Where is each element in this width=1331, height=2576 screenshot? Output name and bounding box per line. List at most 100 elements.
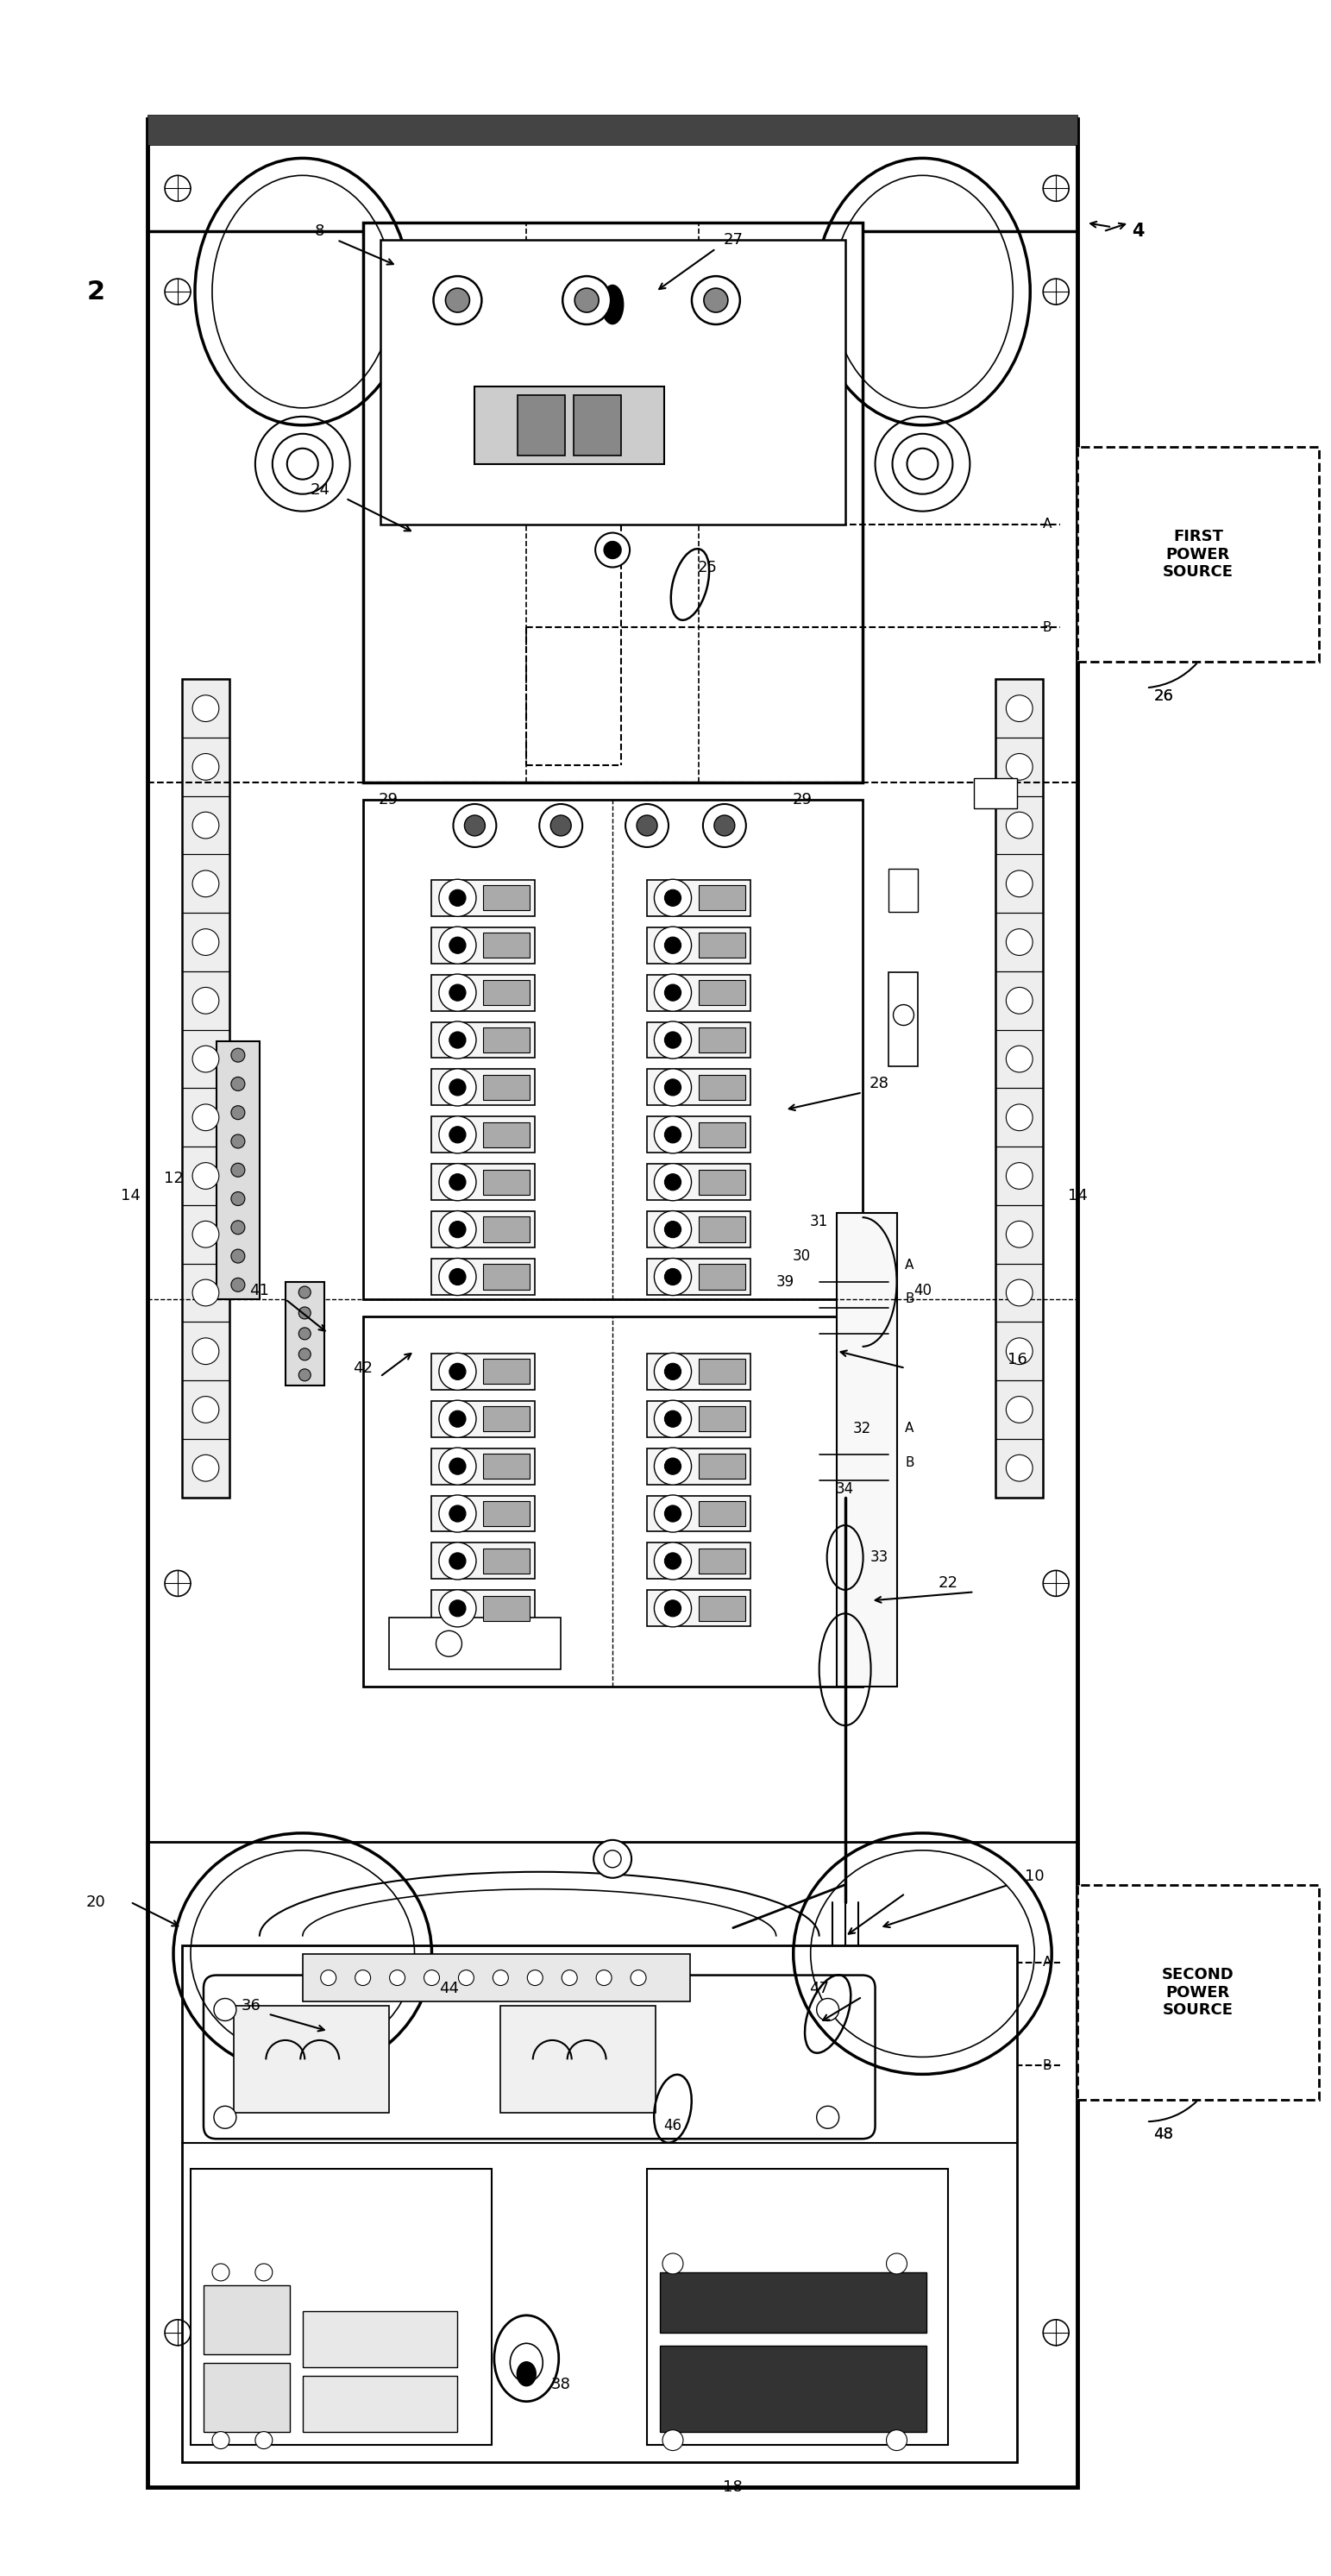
Bar	[483, 1216, 530, 1242]
Bar	[431, 1211, 535, 1247]
Circle shape	[193, 1396, 220, 1422]
Bar	[660, 2272, 926, 2331]
Text: 29: 29	[792, 791, 812, 806]
Circle shape	[655, 1069, 691, 1105]
Circle shape	[664, 1600, 681, 1618]
Bar	[996, 1262, 1044, 1321]
Text: 14: 14	[1067, 1188, 1087, 1203]
Bar	[431, 1589, 535, 1625]
Bar	[182, 1321, 229, 1381]
Circle shape	[439, 974, 476, 1012]
Circle shape	[551, 814, 571, 835]
Bar	[302, 2311, 458, 2367]
Text: 12: 12	[164, 1172, 184, 1188]
Circle shape	[664, 1363, 681, 1381]
Bar	[431, 1069, 535, 1105]
Circle shape	[664, 984, 681, 1002]
Circle shape	[437, 1631, 462, 1656]
Circle shape	[1006, 987, 1033, 1015]
Bar	[363, 799, 862, 1298]
Circle shape	[655, 1589, 691, 1628]
Circle shape	[604, 1850, 622, 1868]
Bar	[647, 1023, 751, 1059]
Bar	[182, 1381, 229, 1440]
Circle shape	[193, 696, 220, 721]
Bar	[190, 2169, 492, 2445]
Circle shape	[355, 1971, 370, 1986]
Circle shape	[664, 889, 681, 907]
Circle shape	[604, 541, 622, 559]
Circle shape	[439, 1448, 476, 1484]
Circle shape	[450, 1079, 466, 1095]
Circle shape	[655, 1211, 691, 1247]
Bar	[182, 796, 229, 855]
Bar	[647, 1115, 751, 1154]
Text: 46: 46	[664, 2117, 681, 2133]
Bar	[996, 1146, 1044, 1206]
Circle shape	[527, 1971, 543, 1986]
Circle shape	[1006, 696, 1033, 721]
Circle shape	[715, 814, 735, 835]
Circle shape	[193, 1455, 220, 1481]
Bar	[389, 1618, 560, 1669]
Bar	[647, 1543, 751, 1579]
Text: B: B	[905, 1455, 914, 1468]
Circle shape	[232, 1077, 245, 1090]
Bar	[699, 1360, 745, 1383]
Circle shape	[655, 1115, 691, 1154]
Circle shape	[193, 930, 220, 956]
Circle shape	[631, 1971, 646, 1986]
Circle shape	[1006, 930, 1033, 956]
Bar	[431, 927, 535, 963]
Circle shape	[232, 1193, 245, 1206]
Bar	[996, 855, 1044, 912]
Bar	[888, 971, 918, 1066]
Circle shape	[692, 276, 740, 325]
Bar	[483, 1406, 530, 1432]
Bar	[699, 1216, 745, 1242]
Text: 8: 8	[315, 224, 325, 240]
Bar	[483, 1595, 530, 1620]
Bar	[996, 1030, 1044, 1087]
Circle shape	[450, 1600, 466, 1618]
Bar	[182, 737, 229, 796]
Circle shape	[1006, 1162, 1033, 1190]
Circle shape	[439, 1257, 476, 1296]
Circle shape	[450, 1553, 466, 1569]
Circle shape	[193, 811, 220, 840]
Circle shape	[439, 1543, 476, 1579]
Bar	[431, 1497, 535, 1533]
Circle shape	[450, 1504, 466, 1522]
Circle shape	[450, 1363, 466, 1381]
Circle shape	[439, 1115, 476, 1154]
Bar	[204, 2285, 290, 2354]
Circle shape	[664, 1175, 681, 1190]
Circle shape	[232, 1221, 245, 1234]
Text: 48: 48	[1154, 2128, 1174, 2143]
Circle shape	[664, 1504, 681, 1522]
Circle shape	[193, 755, 220, 781]
Bar	[182, 912, 229, 971]
Circle shape	[232, 1133, 245, 1149]
Circle shape	[439, 1211, 476, 1247]
Circle shape	[439, 1352, 476, 1391]
Circle shape	[450, 1175, 466, 1190]
Circle shape	[232, 1164, 245, 1177]
Bar	[647, 927, 751, 963]
Circle shape	[454, 804, 496, 848]
Bar	[888, 868, 918, 912]
Bar	[148, 118, 1078, 2488]
Text: 29: 29	[379, 791, 398, 806]
Ellipse shape	[494, 2316, 559, 2401]
Circle shape	[450, 1267, 466, 1285]
Circle shape	[663, 2254, 683, 2275]
Circle shape	[193, 1221, 220, 1247]
Text: 24: 24	[310, 482, 330, 497]
Ellipse shape	[516, 2362, 536, 2385]
Bar	[475, 386, 664, 464]
Bar	[647, 1260, 751, 1296]
Bar	[285, 1283, 323, 1386]
Bar	[182, 1030, 229, 1087]
Bar	[483, 1074, 530, 1100]
Text: A: A	[905, 1257, 914, 1270]
